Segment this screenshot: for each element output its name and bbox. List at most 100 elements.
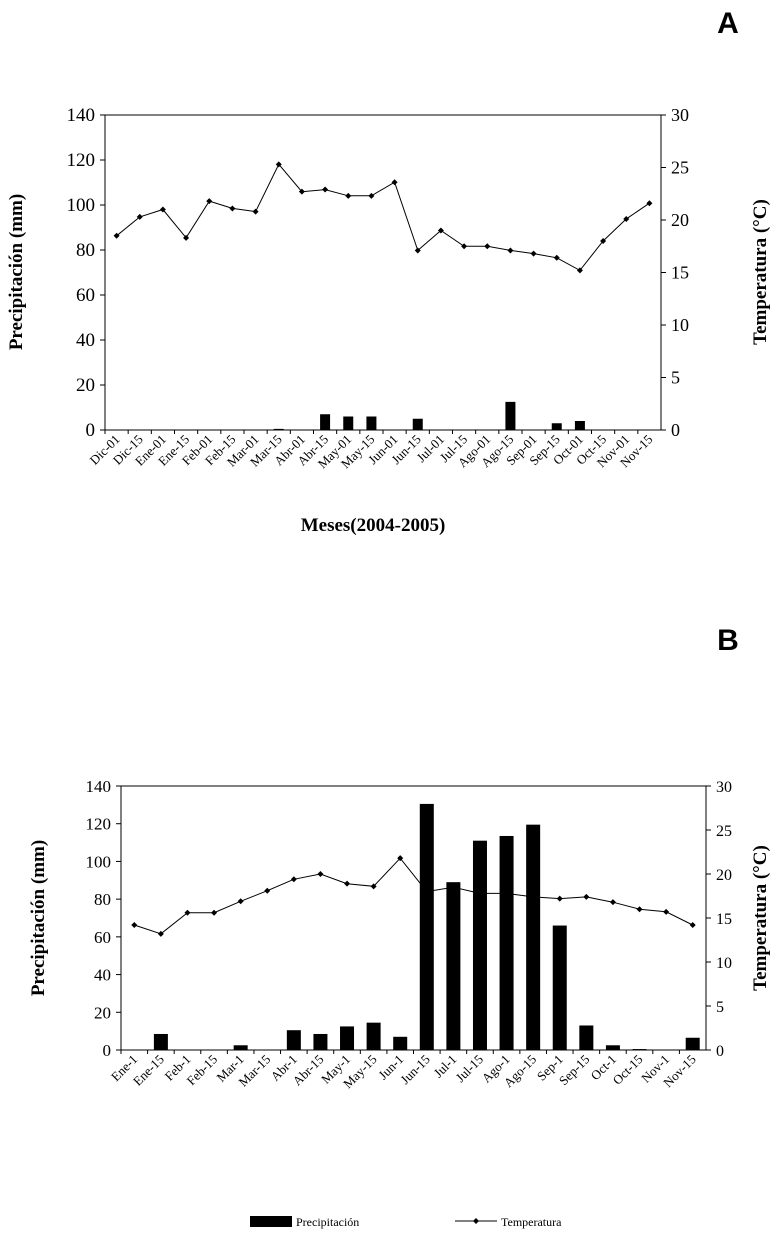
temp-point (397, 855, 404, 862)
precip-bars-a (273, 401, 585, 430)
temp-point (131, 922, 138, 929)
y2-tick-label: 20 (671, 210, 689, 230)
temp-point (229, 205, 236, 212)
y-tick-label: 100 (67, 195, 96, 216)
legend-precip-label: Precipitación (296, 1215, 359, 1229)
y-axis-right-b: 0 5 10 15 20 25 30 (706, 779, 732, 1060)
temp-point (609, 899, 616, 906)
temp-point (252, 208, 259, 215)
temp-point (461, 243, 468, 250)
precip-bar (340, 1026, 355, 1050)
y-tick-label: 40 (94, 966, 111, 985)
temp-point (484, 243, 491, 250)
y2-tick-label: 15 (671, 263, 689, 283)
y2-tick-label: 0 (671, 420, 680, 440)
y-tick-label: 80 (76, 240, 95, 261)
temp-point (290, 876, 297, 883)
panel-label-a: A (717, 7, 739, 40)
temp-point (275, 161, 282, 168)
precip-bar (526, 824, 541, 1050)
precip-bar (551, 423, 562, 430)
x-tick-label: Jul-15 (453, 1052, 487, 1086)
temp-point (437, 227, 444, 234)
legend-precip-swatch (250, 1216, 292, 1227)
temp-point (264, 887, 271, 894)
temp-point (476, 890, 483, 897)
x-tick-label: Jun-15 (397, 1052, 433, 1088)
y2-tick-label: 20 (716, 867, 732, 884)
precip-bar (286, 1030, 301, 1050)
temp-series-line (134, 857, 693, 935)
precip-bar (320, 414, 331, 430)
temp-point (530, 893, 537, 900)
x-tick-label: Abr-15 (290, 1052, 327, 1089)
temp-point (623, 215, 630, 222)
precip-bar (412, 418, 423, 430)
x-tick-label: Ene-15 (130, 1052, 167, 1089)
y-tick-label: 60 (94, 928, 111, 947)
y2-tick-label: 25 (671, 158, 689, 178)
plot-frame-b (120, 785, 707, 1051)
precip-bar (632, 1049, 647, 1050)
y-axis-right-a: 0 5 10 15 20 25 30 (661, 105, 689, 440)
y2-tick-label: 30 (716, 779, 732, 796)
temp-point (646, 200, 653, 207)
temp-point (423, 888, 430, 895)
x-axis-a: Dic-01Dic-15Ene-01Ene-15Feb-01Feb-15Mar-… (87, 430, 656, 471)
y2-axis-title-b: Temperatura (°C) (750, 845, 771, 991)
y-tick-label: 60 (76, 285, 95, 306)
panel-label-b: B (717, 624, 739, 657)
y-axis-title-b: Precipitación (mm) (28, 840, 49, 996)
precip-bar (273, 428, 284, 430)
temp-point (414, 247, 421, 254)
temp-point (237, 898, 244, 905)
y2-tick-label: 0 (716, 1043, 724, 1060)
y-tick-label: 120 (86, 815, 112, 834)
precip-bar (574, 421, 585, 430)
y2-tick-label: 30 (671, 105, 689, 125)
legend-temp-marker (473, 1218, 479, 1224)
precip-bar (366, 416, 377, 430)
y2-tick-label: 5 (716, 999, 724, 1016)
y-tick-label: 80 (94, 890, 111, 909)
temp-point (583, 893, 590, 900)
y-tick-label: 20 (94, 1003, 111, 1022)
temp-point (159, 206, 166, 213)
temp-point (556, 895, 563, 902)
temp-point (157, 930, 164, 937)
x-axis-title-a: Meses(2004-2005) (301, 515, 446, 536)
temp-point (345, 192, 352, 199)
temp-point (322, 186, 329, 193)
y-tick-label: 120 (67, 150, 96, 171)
temp-point (183, 234, 190, 241)
y-tick-label: 140 (86, 777, 112, 796)
precip-bar (343, 416, 354, 430)
temp-point (507, 247, 514, 254)
chart-a: A 0 20 40 60 80 100 120 140 0 5 10 15 20 25 30 Dic-01… (6, 7, 771, 536)
precip-bar (499, 835, 514, 1050)
y2-tick-label: 10 (716, 955, 732, 972)
precip-bar (579, 1025, 594, 1050)
precip-bar (685, 1037, 700, 1050)
x-axis-b: Ene-1Ene-15Feb-1Feb-15Mar-1Mar-15Abr-1Ab… (108, 1050, 699, 1091)
precip-bar (393, 1036, 408, 1050)
temp-point (370, 883, 377, 890)
x-tick-label: Sep-15 (556, 1052, 593, 1089)
temp-point (663, 908, 670, 915)
temp-point (553, 254, 560, 261)
precip-bar (446, 882, 461, 1050)
precip-bar (313, 1033, 328, 1050)
chart-b: B 0 20 40 60 80 100 120 140 0 5 10 15 20 25 30 Ene-1E… (28, 624, 771, 1229)
y-axis-left-a: 0 20 40 60 80 100 120 140 (67, 105, 105, 441)
y-axis-title-a: Precipitación (mm) (6, 194, 27, 350)
temp-point (211, 909, 218, 916)
y-tick-label: 0 (86, 420, 96, 441)
temp-point (206, 198, 213, 205)
temp-point (113, 232, 120, 239)
y-tick-label: 100 (86, 852, 112, 871)
temp-line-b (131, 855, 696, 937)
x-tick-label: Oct-15 (610, 1052, 646, 1088)
y2-tick-label: 10 (671, 315, 689, 335)
y2-tick-label: 15 (716, 911, 732, 928)
x-tick-label: Feb-15 (184, 1052, 221, 1089)
